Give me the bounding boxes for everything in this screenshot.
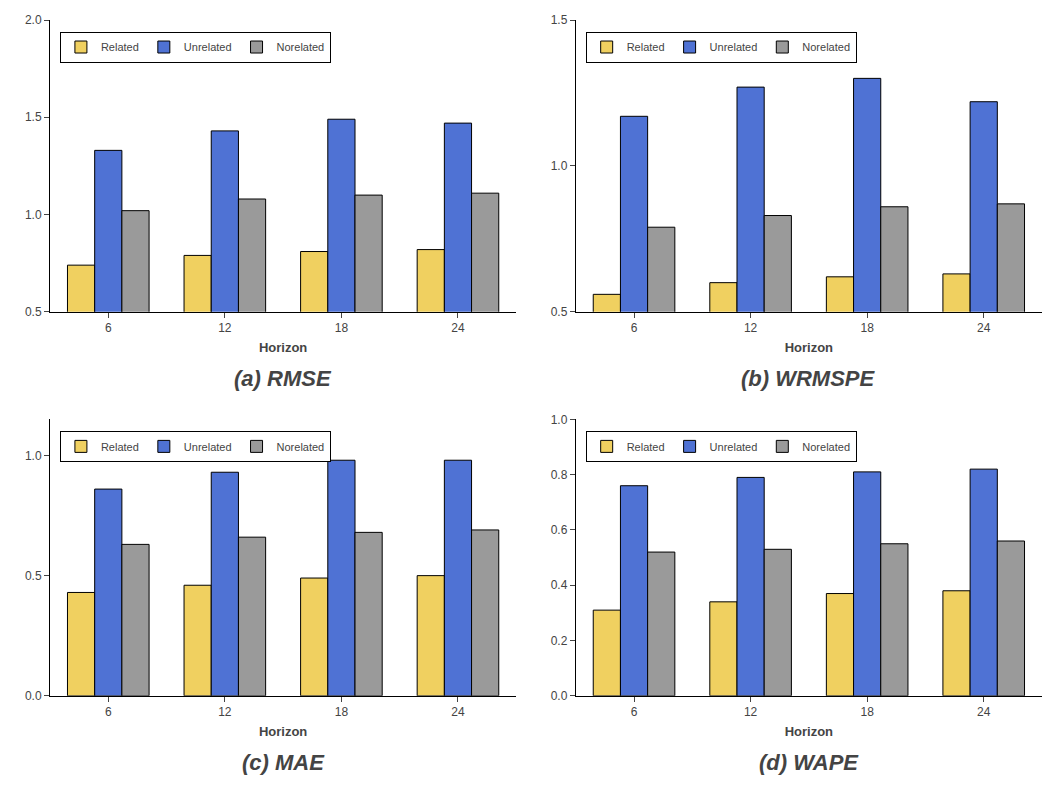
svg-text:0.4: 0.4 [551, 578, 568, 592]
svg-text:Unrelated: Unrelated [184, 41, 232, 53]
svg-text:Horizon: Horizon [259, 340, 307, 355]
svg-text:12: 12 [218, 705, 232, 719]
svg-text:12: 12 [744, 705, 758, 719]
svg-text:Related: Related [101, 41, 139, 53]
svg-text:0.5: 0.5 [25, 569, 42, 583]
svg-text:Norelated: Norelated [802, 441, 850, 453]
svg-text:1.0: 1.0 [551, 159, 568, 173]
svg-text:0.5: 0.5 [25, 305, 42, 319]
svg-text:Horizon: Horizon [785, 724, 833, 739]
svg-text:24: 24 [977, 321, 991, 335]
svg-text:6: 6 [631, 705, 638, 719]
svg-text:0.0: 0.0 [25, 689, 42, 703]
svg-text:24: 24 [451, 321, 465, 335]
svg-text:1.5: 1.5 [551, 13, 568, 27]
svg-text:2.0: 2.0 [25, 13, 42, 27]
svg-text:1.0: 1.0 [25, 208, 42, 222]
svg-text:(a) RMSE: (a) RMSE [234, 366, 332, 391]
svg-text:0.8: 0.8 [551, 468, 568, 482]
svg-text:0.5: 0.5 [551, 305, 568, 319]
svg-text:(b) WRMSPE: (b) WRMSPE [741, 366, 876, 391]
svg-text:Norelated: Norelated [277, 41, 325, 53]
svg-text:12: 12 [218, 321, 232, 335]
svg-text:Related: Related [627, 41, 665, 53]
svg-text:(c) MAE: (c) MAE [242, 750, 325, 775]
svg-text:Unrelated: Unrelated [710, 441, 758, 453]
svg-text:18: 18 [335, 321, 349, 335]
svg-text:1.0: 1.0 [551, 413, 568, 427]
svg-text:Unrelated: Unrelated [184, 441, 232, 453]
svg-text:Norelated: Norelated [802, 41, 850, 53]
svg-text:1.5: 1.5 [25, 110, 42, 124]
svg-text:Unrelated: Unrelated [710, 41, 758, 53]
svg-text:Horizon: Horizon [785, 340, 833, 355]
svg-text:18: 18 [860, 705, 874, 719]
svg-text:0.0: 0.0 [551, 689, 568, 703]
svg-text:24: 24 [977, 705, 991, 719]
svg-text:18: 18 [860, 321, 874, 335]
svg-text:Related: Related [101, 441, 139, 453]
svg-text:1.0: 1.0 [25, 449, 42, 463]
svg-text:6: 6 [631, 321, 638, 335]
svg-text:6: 6 [105, 321, 112, 335]
svg-text:(d) WAPE: (d) WAPE [759, 750, 859, 775]
svg-text:0.2: 0.2 [551, 634, 568, 648]
svg-text:Related: Related [627, 441, 665, 453]
svg-text:Norelated: Norelated [277, 441, 325, 453]
svg-text:0.6: 0.6 [551, 523, 568, 537]
svg-text:Horizon: Horizon [259, 724, 307, 739]
svg-text:24: 24 [451, 705, 465, 719]
svg-text:18: 18 [335, 705, 349, 719]
svg-text:12: 12 [744, 321, 758, 335]
svg-text:6: 6 [105, 705, 112, 719]
